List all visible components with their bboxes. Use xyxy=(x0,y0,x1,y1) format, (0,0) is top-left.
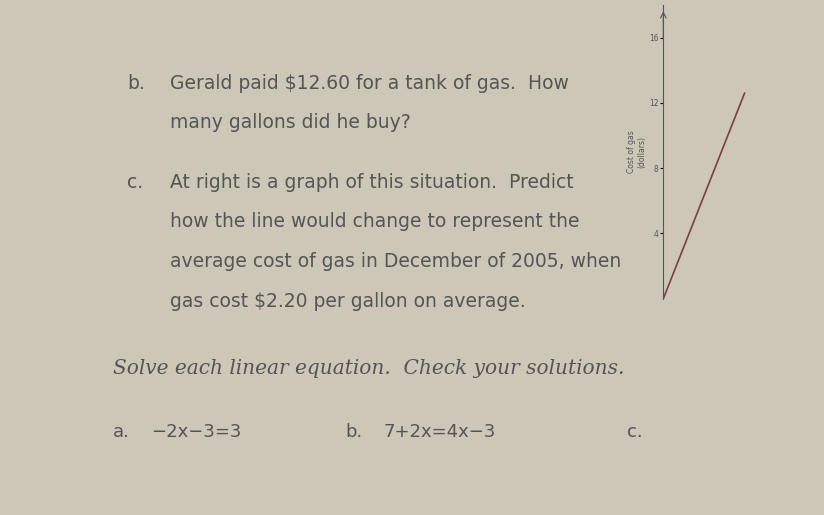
Text: −2x−3=3: −2x−3=3 xyxy=(151,423,241,441)
Text: average cost of gas in December of 2005, when: average cost of gas in December of 2005,… xyxy=(170,252,621,271)
Text: gas cost $2.20 per gallon on average.: gas cost $2.20 per gallon on average. xyxy=(170,292,526,311)
Text: c.: c. xyxy=(626,423,642,441)
Text: b.: b. xyxy=(346,423,363,441)
Text: Gerald paid $12.60 for a tank of gas.  How: Gerald paid $12.60 for a tank of gas. Ho… xyxy=(170,74,569,93)
Text: how the line would change to represent the: how the line would change to represent t… xyxy=(170,213,579,231)
Text: a.: a. xyxy=(113,423,129,441)
Text: b.: b. xyxy=(127,74,145,93)
Text: Solve each linear equation.  Check your solutions.: Solve each linear equation. Check your s… xyxy=(113,359,624,378)
Text: c.: c. xyxy=(127,173,143,192)
Text: 7+2x=4x−3: 7+2x=4x−3 xyxy=(384,423,496,441)
Text: At right is a graph of this situation.  Predict: At right is a graph of this situation. P… xyxy=(170,173,574,192)
Y-axis label: Cost of gas
(dollars): Cost of gas (dollars) xyxy=(627,130,646,174)
Text: many gallons did he buy?: many gallons did he buy? xyxy=(170,113,411,132)
